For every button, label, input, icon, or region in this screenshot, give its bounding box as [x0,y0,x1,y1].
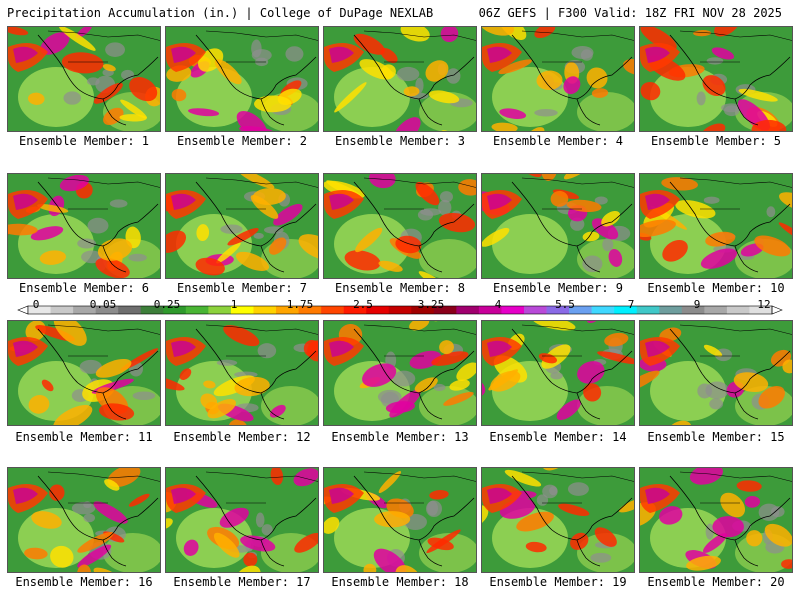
colorbar-tick-label: 12 [757,298,771,311]
colorbar-swatch [726,306,750,314]
ensemble-member-map [165,320,319,426]
colorbar-swatch [343,306,367,314]
colorbar-min-arrow [17,305,29,315]
colorbar-swatch [591,306,615,314]
colorbar-swatch [681,306,705,314]
colorbar-swatch [478,306,502,314]
ensemble-member-map [481,173,635,279]
colorbar-swatch [163,306,187,314]
ensemble-member-caption: Ensemble Member: 9 [492,281,624,295]
colorbar-swatch [50,306,74,314]
precipitation-colorbar [17,305,783,315]
colorbar-swatch [95,306,119,314]
map-title: Precipitation Accumulation (in.) | Colle… [7,6,434,20]
ensemble-member-map [7,467,161,573]
ensemble-member-caption: Ensemble Member: 13 [331,430,469,444]
colorbar-swatch [140,306,164,314]
ensemble-member-map [639,26,793,132]
colorbar-swatch [366,306,390,314]
colorbar-swatch [433,306,457,314]
ensemble-member-map [165,26,319,132]
colorbar-swatch [456,306,480,314]
ensemble-member-caption: Ensemble Member: 12 [173,430,311,444]
ensemble-member-caption: Ensemble Member: 3 [334,134,466,148]
colorbar-swatch [321,306,344,314]
ensemble-member-caption: Ensemble Member: 1 [18,134,150,148]
ensemble-member-caption: Ensemble Member: 8 [334,281,466,295]
model-run-info: 06Z GEFS | F300 Valid: 18Z FRI NOV 28 20… [478,6,782,20]
ensemble-member-caption: Ensemble Member: 15 [647,430,785,444]
colorbar-swatch [501,306,525,314]
colorbar-swatch [388,306,412,314]
ensemble-member-map [323,26,477,132]
ensemble-member-map [481,320,635,426]
ensemble-member-map [323,320,477,426]
ensemble-member-map [165,173,319,279]
colorbar-swatch [546,306,570,314]
colorbar-swatch [276,306,299,314]
colorbar-tick-label: 3.25 [417,298,445,311]
colorbar-tick-label: 0 [32,298,40,311]
colorbar-swatch [704,306,728,314]
ensemble-member-caption: Ensemble Member: 18 [331,575,469,589]
colorbar-swatch [749,306,773,314]
ensemble-member-caption: Ensemble Member: 20 [647,575,785,589]
colorbar-swatch [185,306,209,314]
colorbar-tick-label: 1 [230,298,238,311]
ensemble-member-caption: Ensemble Member: 16 [15,575,153,589]
ensemble-member-map [481,467,635,573]
ensemble-member-map [7,173,161,279]
ensemble-member-map [165,467,319,573]
colorbar-swatch [118,306,142,314]
colorbar-max-arrow [771,305,783,315]
colorbar-tick-label: 7 [627,298,635,311]
colorbar-tick-label: 0.25 [153,298,181,311]
colorbar-tick-label: 2.5 [353,298,373,311]
colorbar-swatch [253,306,277,314]
ensemble-member-caption: Ensemble Member: 19 [489,575,627,589]
colorbar-swatch [524,306,547,314]
colorbar-tick-label: 5.5 [555,298,575,311]
colorbar-swatch [569,306,592,314]
ensemble-member-map [639,320,793,426]
ensemble-member-map [481,26,635,132]
ensemble-member-map [639,173,793,279]
colorbar-swatch [636,306,660,314]
colorbar-swatch [208,306,232,314]
colorbar-tick-label: 1.75 [286,298,314,311]
ensemble-member-caption: Ensemble Member: 6 [18,281,150,295]
colorbar-tick-label: 0.05 [89,298,117,311]
ensemble-member-caption: Ensemble Member: 10 [647,281,785,295]
ensemble-member-map [7,26,161,132]
ensemble-member-map [7,320,161,426]
ensemble-member-caption: Ensemble Member: 5 [650,134,782,148]
ensemble-member-caption: Ensemble Member: 7 [176,281,308,295]
ensemble-member-map [323,173,477,279]
ensemble-member-caption: Ensemble Member: 14 [489,430,627,444]
colorbar-swatch [28,306,51,314]
colorbar-swatch [298,306,322,314]
colorbar-swatch [230,306,254,314]
ensemble-member-map [639,467,793,573]
colorbar-tick-label: 4 [494,298,502,311]
ensemble-member-caption: Ensemble Member: 11 [15,430,153,444]
colorbar-swatch [411,306,435,314]
ensemble-member-caption: Ensemble Member: 2 [176,134,308,148]
colorbar-tick-label: 9 [693,298,701,311]
colorbar-swatch [614,306,638,314]
ensemble-member-caption: Ensemble Member: 4 [492,134,624,148]
colorbar-swatch [659,306,683,314]
colorbar-swatch [73,306,96,314]
ensemble-member-caption: Ensemble Member: 17 [173,575,311,589]
ensemble-member-map [323,467,477,573]
